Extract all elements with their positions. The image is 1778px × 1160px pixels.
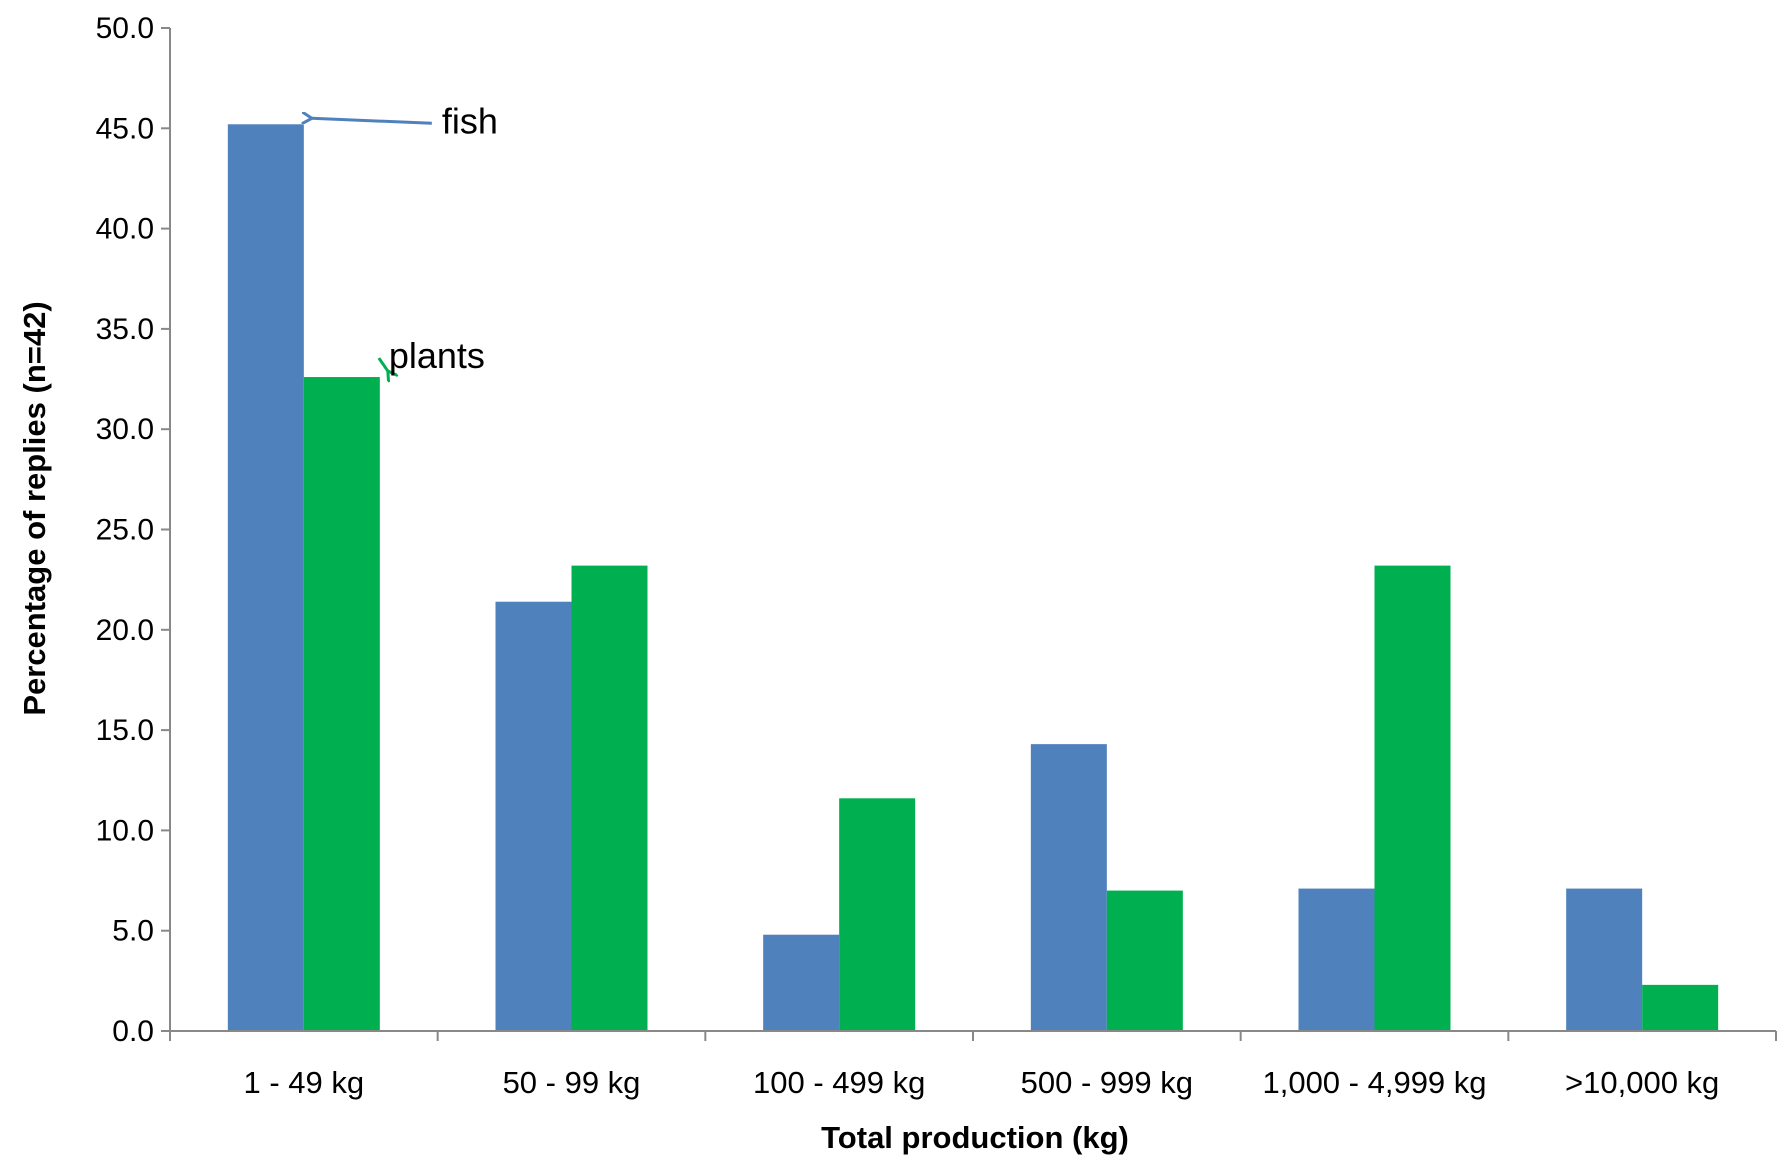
fish-bar: [227, 124, 304, 1031]
x-category-label: 100 - 499 kg: [753, 1065, 925, 1100]
x-axis-title: Total production (kg): [821, 1120, 1129, 1155]
y-tick-label: 10.0: [96, 814, 154, 847]
plants-annotation-arrow: [377, 357, 388, 371]
y-ticks: 0.0 5.0 10.0 15.0 20.0 25.0 30.0 35.0 40.0 45.0 50…: [96, 12, 170, 1048]
y-tick-label: 25.0: [96, 514, 154, 547]
fish-annotation-arrow: [312, 118, 432, 125]
fish-bar: [1566, 888, 1643, 1031]
fish-bar: [763, 934, 840, 1031]
plants-bar: [1374, 565, 1451, 1031]
plants-annotation-label: plants: [389, 335, 485, 376]
plants-bar: [303, 377, 380, 1031]
bars-layer: [227, 124, 1719, 1031]
plants-bar: [1642, 984, 1719, 1031]
y-tick-label: 15.0: [96, 714, 154, 747]
annotations: fish plants: [312, 100, 498, 376]
x-categories: 1 - 49 kg 50 - 99 kg 100 - 499 kg 500 - 999…: [169, 1031, 1777, 1100]
y-tick-label: 20.0: [96, 614, 154, 647]
y-tick-label: 0.0: [112, 1015, 154, 1048]
x-category-label: >10,000 kg: [1565, 1065, 1719, 1100]
y-tick-label: 50.0: [96, 12, 154, 45]
y-tick-label: 35.0: [96, 313, 154, 346]
x-category-label: 1,000 - 4,999 kg: [1262, 1065, 1486, 1100]
plants-bar: [571, 565, 648, 1031]
fish-bar: [1030, 744, 1107, 1031]
y-axis-title: Percentage of replies (n=42): [17, 301, 52, 715]
plants-bar: [1106, 890, 1183, 1031]
y-tick-label: 40.0: [96, 213, 154, 246]
y-tick-label: 30.0: [96, 413, 154, 446]
fish-bar: [1298, 888, 1375, 1031]
x-category-label: 1 - 49 kg: [244, 1065, 365, 1100]
y-tick-label: 45.0: [96, 112, 154, 145]
axes-layer: [169, 28, 1776, 1032]
x-category-label: 50 - 99 kg: [503, 1065, 641, 1100]
fish-annotation-label: fish: [442, 100, 498, 141]
fish-bar: [495, 601, 572, 1031]
x-category-label: 500 - 999 kg: [1021, 1065, 1193, 1100]
plants-bar: [839, 798, 916, 1031]
y-tick-label: 5.0: [112, 915, 154, 948]
